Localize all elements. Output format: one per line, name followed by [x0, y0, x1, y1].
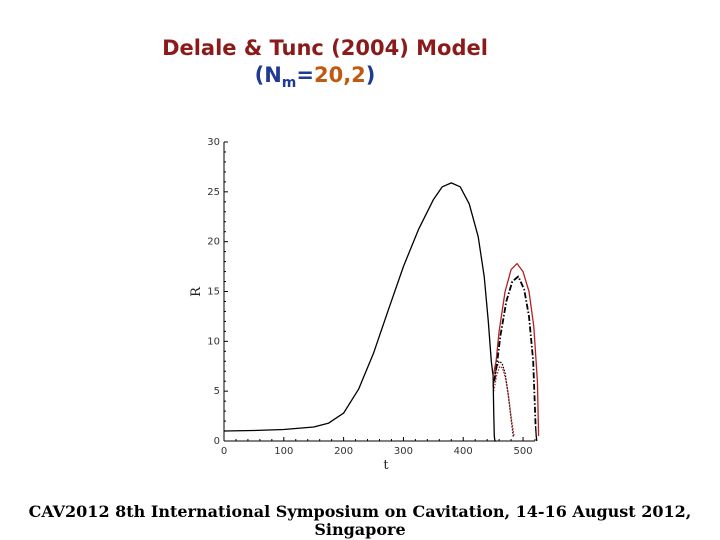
footer-caption: CAV2012 8th International Symposium on C…: [0, 503, 720, 539]
subtitle-values: 20,2: [313, 63, 366, 87]
subtitle-close-paren: ): [365, 63, 376, 87]
x-tick-label: 200: [334, 446, 353, 457]
subtitle-equals: =: [296, 63, 314, 87]
y-tick-label: 10: [207, 336, 220, 347]
page-subtitle: (Nm=20,2): [0, 63, 630, 91]
x-tick-label: 400: [454, 446, 473, 457]
y-tick-label: 30: [207, 137, 220, 148]
series-line-3: [493, 275, 537, 427]
chart-ticks: 0 100 200 300 400 500 0 5 10 15 20 25 30: [207, 137, 536, 457]
subtitle-variable: Nm: [264, 63, 296, 91]
chart-axes: [223, 142, 535, 442]
page-title: Delale & Tunc (2004) Model: [162, 36, 488, 60]
series-line-5: [493, 365, 515, 437]
x-tick-label: 300: [394, 446, 413, 457]
y-tick-label: 5: [214, 386, 220, 397]
x-tick-label: 0: [221, 446, 227, 457]
x-tick-label: 500: [513, 446, 532, 457]
footer-line-1: CAV2012 8th International Symposium on C…: [28, 502, 692, 521]
y-axis-label: R: [189, 286, 204, 297]
y-tick-label: 0: [214, 436, 220, 447]
series-line-2: [492, 262, 540, 437]
subtitle-open-paren: (: [254, 63, 265, 87]
series-line-1: [223, 182, 494, 432]
series-line-7: [534, 426, 538, 442]
footer-line-2: Singapore: [314, 520, 406, 539]
x-tick-label: 100: [274, 446, 293, 457]
series-line-6: [492, 376, 497, 442]
y-tick-label: 15: [207, 287, 220, 298]
x-axis-label: t: [383, 458, 389, 473]
chart-series: [223, 182, 540, 442]
subtitle-variable-letter: N: [264, 63, 282, 87]
series-line-4: [492, 360, 515, 439]
y-tick-label: 25: [207, 187, 220, 198]
y-tick-label: 20: [207, 237, 220, 248]
subtitle-variable-subscript: m: [281, 75, 297, 92]
